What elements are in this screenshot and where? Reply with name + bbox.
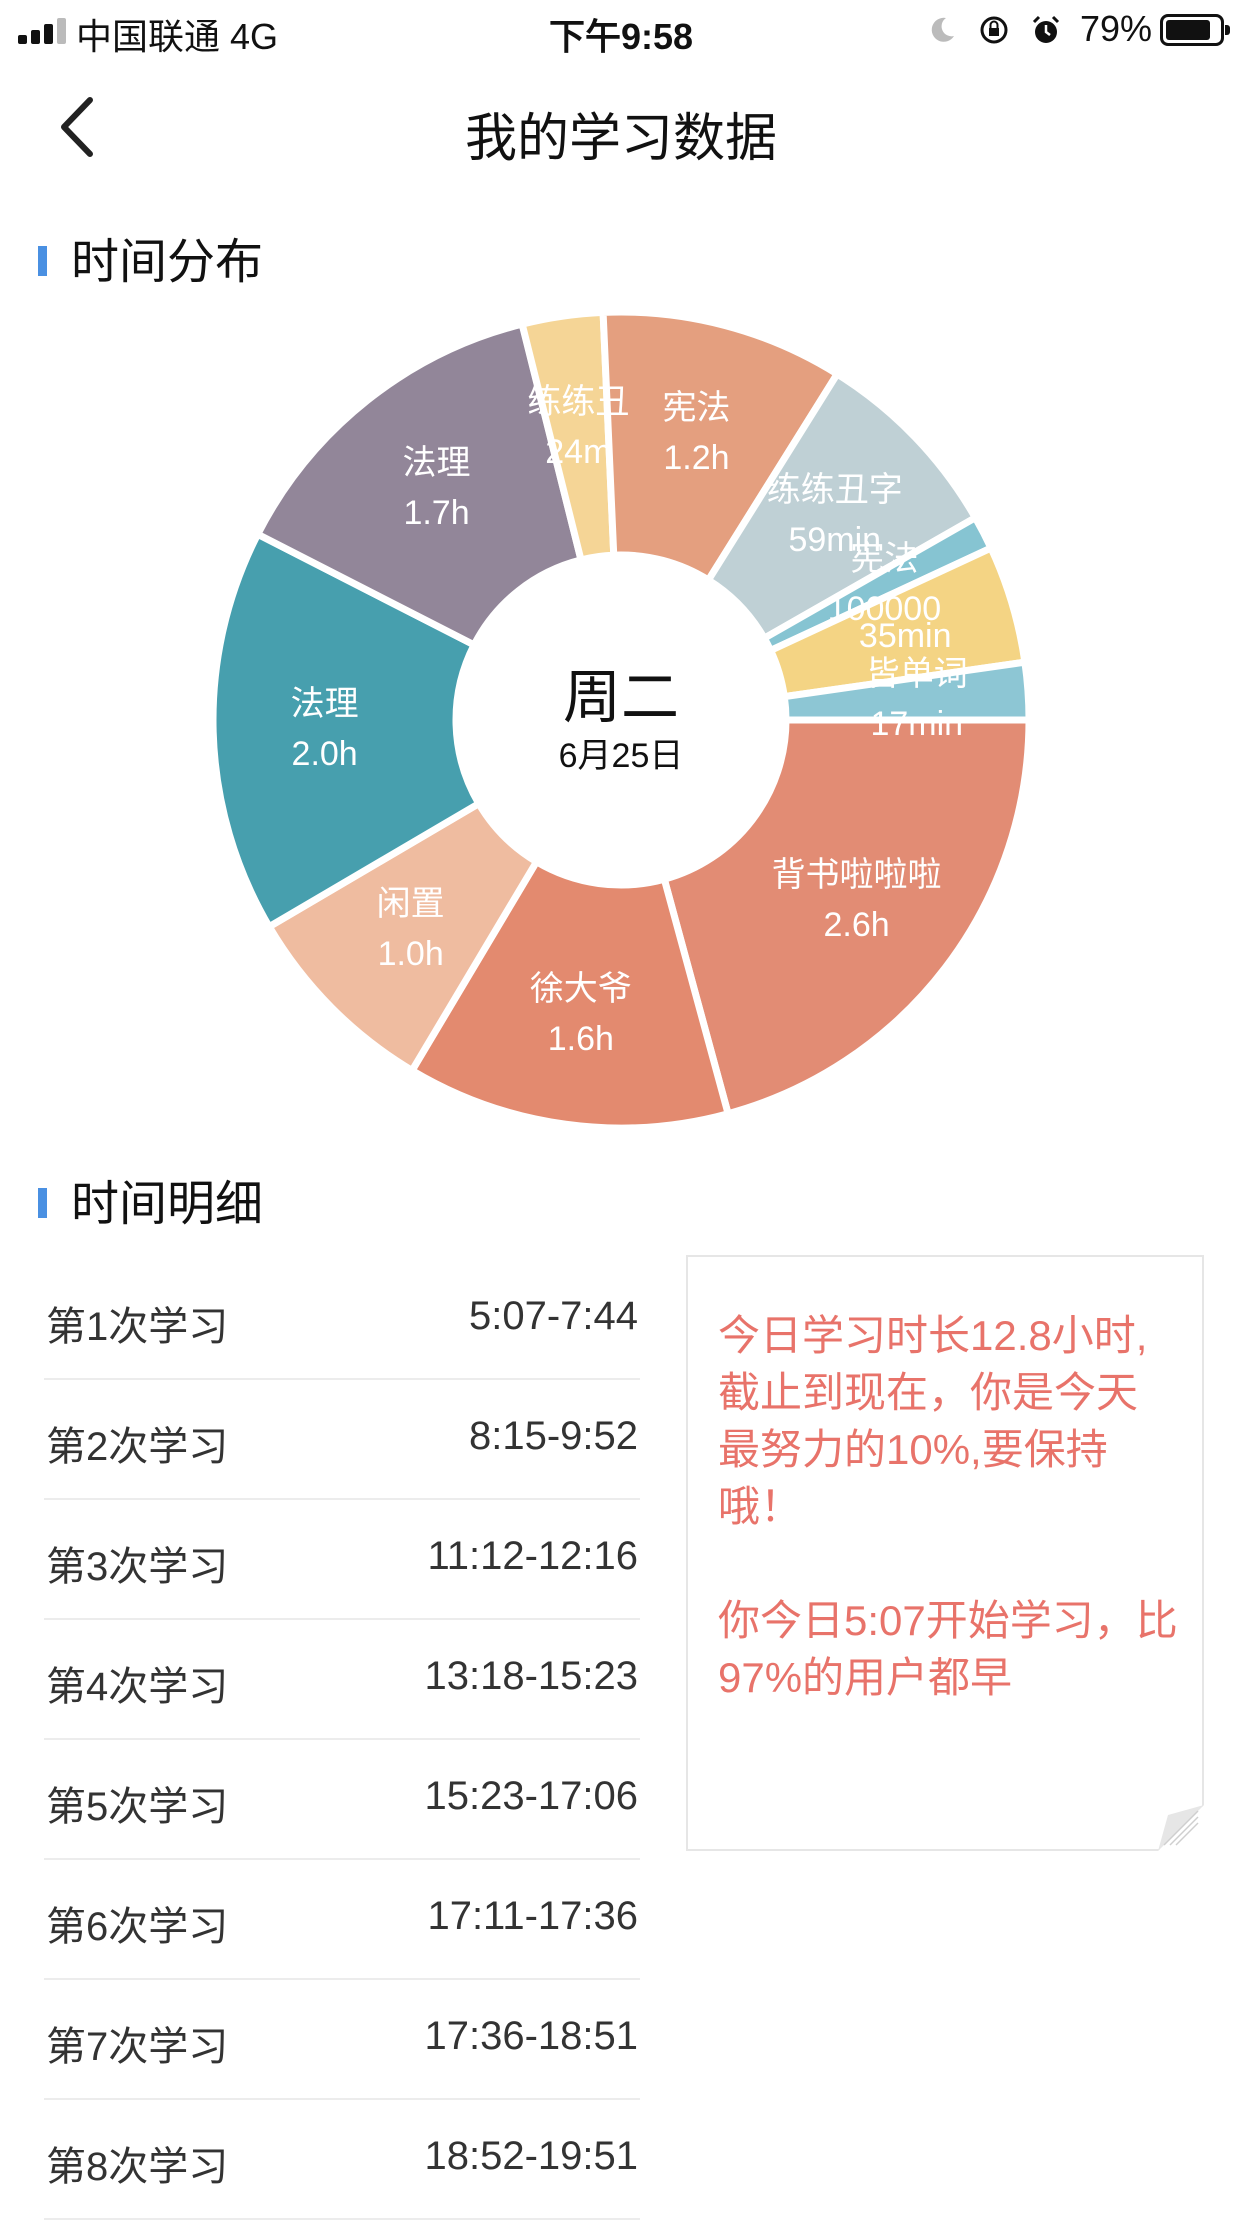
slice-label-value: 59min [788, 520, 882, 559]
slice-label: 皆单词 17min [866, 649, 968, 749]
pie-slice[interactable] [264, 798, 542, 1076]
section-marker [38, 246, 47, 277]
slice-label-value: 35min [858, 616, 952, 655]
pie-slice[interactable] [407, 856, 733, 1132]
alarm-icon [1032, 15, 1060, 43]
note-paragraph-1: 今日学习时长12.8小时,截止到现在，你是今天最努力的10%,要保持哦！ [718, 1312, 1148, 1530]
rotation-lock-icon [980, 16, 1008, 44]
session-row: 第8次学习 18:52-19:51 [44, 2100, 640, 2220]
slice-label-value: 2.6h [823, 906, 890, 945]
slice-label-name: 背书啦啦啦 [771, 856, 942, 895]
session-label: 第4次学习 [46, 1665, 229, 1709]
slice-label: 练练丑字 59min [767, 465, 903, 565]
session-label: 第7次学习 [46, 2025, 229, 2069]
slice-label-name: 练练丑 [527, 382, 630, 421]
slice-label: 宪法 100000 [828, 534, 941, 634]
note-paragraph-2: 你今日5:07开始学习，比97%的用户都早 [718, 1597, 1178, 1701]
slice-label-value: 1.7h [403, 493, 470, 532]
slice-label-name: 徐大爷 [529, 969, 632, 1008]
chevron-left-icon[interactable] [50, 92, 110, 162]
center-date: 6月25日 [558, 737, 684, 775]
session-row: 第4次学习 13:18-15:23 [44, 1620, 640, 1740]
slice-label-value: 24m [545, 432, 612, 471]
session-list: 第1次学习 5:07-7:44 第2次学习 8:15-9:52 第3次学习 11:12… [44, 1260, 640, 2220]
session-label: 第1次学习 [46, 1305, 229, 1349]
slice-label-name: 闲置 [376, 884, 445, 923]
session-time: 17:36-18:51 [424, 2014, 638, 2058]
slice-label: 背书啦啦啦 2.6h [772, 850, 942, 950]
slice-label: 宪法 1.2h [662, 383, 730, 483]
session-time: 8:15-9:52 [468, 1414, 638, 1458]
slice-label-name: 练练丑字 [766, 470, 903, 509]
moon-icon [931, 17, 954, 42]
session-label: 第6次学习 [46, 1905, 229, 1949]
battery-percent: 79% [1079, 8, 1152, 49]
session-time: 13:18-15:23 [424, 1654, 638, 1698]
center-day: 周二 [562, 665, 679, 730]
section-title-detail: 时间明细 [38, 1164, 263, 1234]
section-title-detail-text: 时间明细 [71, 1178, 264, 1231]
pie-slice[interactable] [599, 308, 843, 585]
donut-hole [459, 558, 783, 882]
session-row: 第7次学习 17:36-18:51 [44, 1980, 640, 2100]
slice-label-name: 法理 [290, 684, 359, 723]
session-label: 第8次学习 [46, 2145, 229, 2189]
session-row: 第3次学习 11:12-12:16 [44, 1500, 640, 1620]
status-time: 下午9:58 [548, 16, 694, 57]
battery-icon [1160, 14, 1230, 46]
pie-slice[interactable] [209, 529, 484, 932]
session-time: 18:52-19:51 [424, 2134, 638, 2178]
page-title: 我的学习数据 [464, 110, 777, 168]
slice-label-value: 100000 [827, 589, 942, 628]
session-row: 第2次学习 8:15-9:52 [44, 1380, 640, 1500]
section-title-distribution: 时间分布 [38, 222, 263, 292]
session-label: 第5次学习 [46, 1785, 229, 1829]
slice-label-name: 宪法 [850, 539, 919, 578]
slice-label-value: 1.0h [377, 934, 444, 973]
time-distribution-chart: 背书啦啦啦 2.6h 徐大爷 1.6h 闲置 1.0h 法理 2.0h 法理 1.7h 练练丑 24m… [0, 300, 1242, 1160]
slice-label-value: 1.2h [663, 439, 730, 478]
slice-label: 法理 2.0h [291, 679, 359, 779]
status-bar: 中国联通 4G 下午9:58 79% [0, 0, 1242, 62]
slice-label-value: 17min [870, 704, 964, 743]
session-label: 第3次学习 [46, 1545, 229, 1589]
slice-label: 闲置 1.0h [377, 879, 445, 979]
session-time: 11:12-12:16 [427, 1534, 638, 1578]
session-row: 第5次学习 15:23-17:06 [44, 1740, 640, 1860]
pie-chart [209, 308, 1033, 1132]
slice-label: 35min [859, 611, 952, 661]
section-marker [38, 1188, 47, 1219]
slice-label-name: 宪法 [662, 389, 731, 428]
session-time: 15:23-17:06 [424, 1774, 638, 1818]
pie-slice[interactable] [253, 319, 586, 650]
slice-label: 练练丑 24m [527, 377, 629, 477]
slice-label: 徐大爷 1.6h [530, 964, 632, 1064]
slice-label-name: 法理 [402, 443, 471, 482]
slice-label: 法理 1.7h [403, 438, 471, 538]
session-row: 第6次学习 17:11-17:36 [44, 1860, 640, 1980]
pie-slice[interactable] [660, 716, 1033, 1118]
session-row: 第1次学习 5:07-7:44 [44, 1260, 640, 1380]
section-title-distribution-text: 时间分布 [71, 236, 264, 289]
session-label: 第2次学习 [46, 1425, 229, 1469]
session-time: 5:07-7:44 [468, 1294, 638, 1338]
nav-bar: 我的学习数据 [0, 62, 1242, 192]
slice-label-name: 皆单词 [865, 654, 968, 693]
carrier-label: 中国联通 4G [76, 16, 279, 57]
slice-label-value: 2.0h [291, 734, 358, 773]
session-time: 17:11-17:36 [427, 1894, 638, 1938]
page-curl-icon [1158, 1805, 1204, 1851]
summary-note: 今日学习时长12.8小时,截止到现在，你是今天最努力的10%,要保持哦！ 你今日… [686, 1255, 1204, 1851]
pie-slice[interactable] [780, 658, 1033, 724]
signal-icon [18, 16, 68, 44]
slice-label-value: 1.6h [547, 1019, 614, 1058]
